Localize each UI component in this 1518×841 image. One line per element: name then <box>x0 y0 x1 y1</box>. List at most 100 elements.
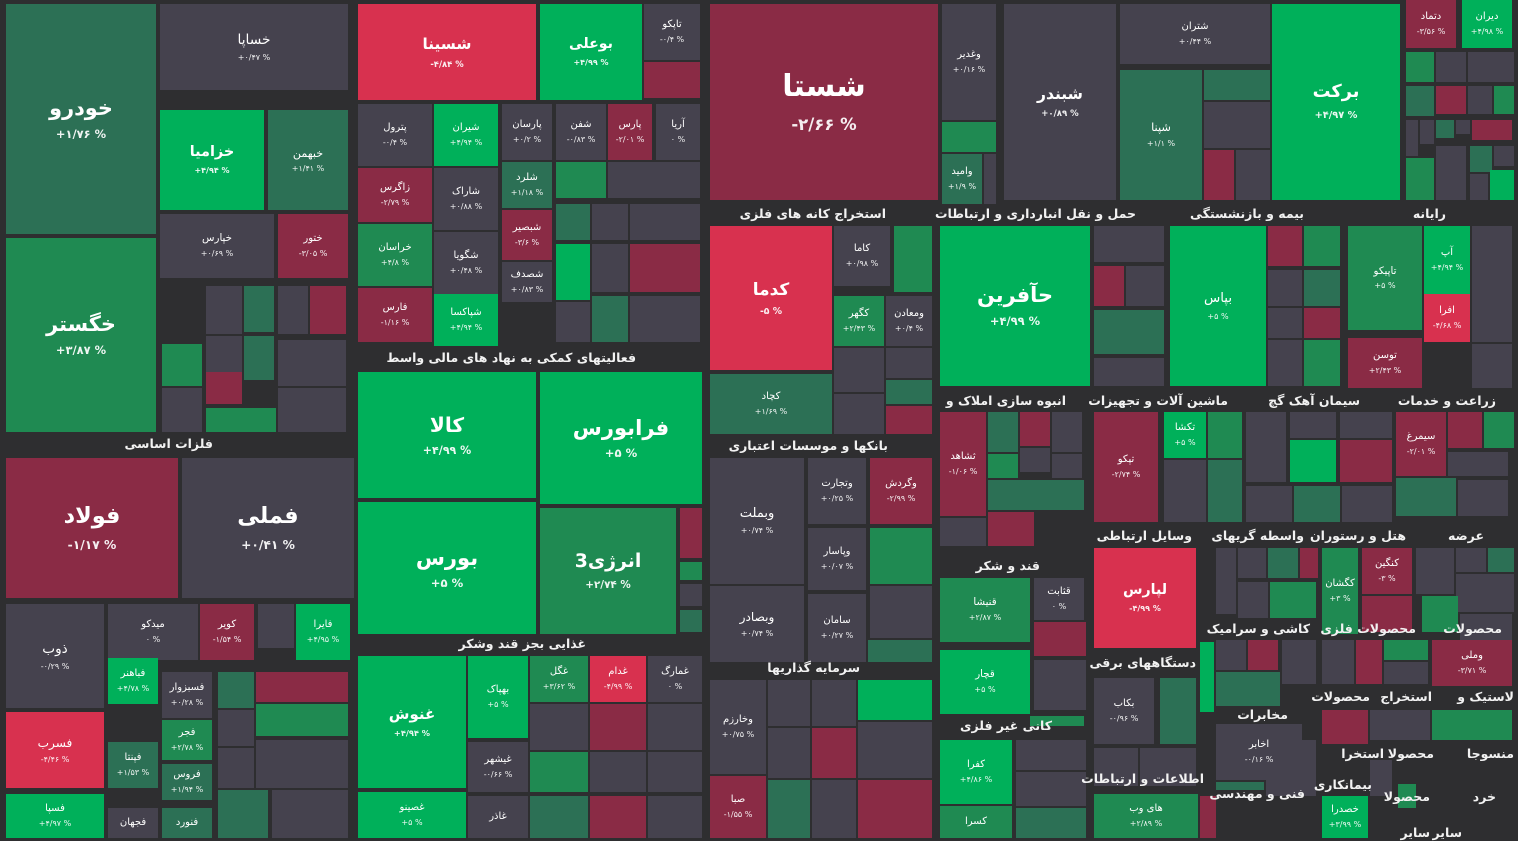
stock-tile[interactable]: فپنتا +۱/۵۳ % <box>108 742 158 788</box>
stock-tile[interactable]: وبملت +۰/۷۴ % <box>710 458 804 584</box>
heatmap-tile-unlabeled[interactable] <box>218 790 268 838</box>
stock-tile[interactable]: خراسان +۴/۸ % <box>358 224 432 286</box>
stock-tile[interactable]: خودرو +۱/۷۶ % <box>6 4 156 234</box>
heatmap-tile-unlabeled[interactable] <box>1164 460 1206 522</box>
heatmap-tile-unlabeled[interactable] <box>1436 86 1466 114</box>
heatmap-tile-unlabeled[interactable] <box>1472 226 1512 342</box>
heatmap-tile-unlabeled[interactable] <box>1052 454 1082 478</box>
heatmap-tile-unlabeled[interactable] <box>1094 358 1164 386</box>
stock-tile[interactable]: فرابورس +۵ % <box>540 372 702 504</box>
stock-tile[interactable]: غمارگ ۰ % <box>648 656 702 702</box>
heatmap-tile-unlabeled[interactable] <box>1456 548 1486 572</box>
heatmap-tile-unlabeled[interactable] <box>1432 710 1512 740</box>
heatmap-tile-unlabeled[interactable] <box>1094 310 1164 354</box>
stock-tile[interactable]: وملی -۳/۷۱ % <box>1432 640 1512 686</box>
heatmap-tile-unlabeled[interactable] <box>858 780 932 838</box>
heatmap-tile-unlabeled[interactable] <box>648 752 702 792</box>
heatmap-tile-unlabeled[interactable] <box>590 752 646 792</box>
heatmap-tile-unlabeled[interactable] <box>1208 412 1242 458</box>
heatmap-tile-unlabeled[interactable] <box>1322 640 1354 684</box>
heatmap-tile-unlabeled[interactable] <box>1468 52 1514 82</box>
stock-tile[interactable]: وتجارت +۰/۲۵ % <box>808 458 866 524</box>
stock-tile[interactable]: بکاب -۰/۹۶ % <box>1094 678 1154 744</box>
heatmap-tile-unlabeled[interactable] <box>556 244 590 300</box>
heatmap-tile-unlabeled[interactable] <box>1094 266 1124 306</box>
stock-tile[interactable]: قنیشا +۲/۸۷ % <box>940 578 1030 642</box>
stock-tile[interactable]: شلرد +۱/۱۸ % <box>502 162 552 208</box>
heatmap-tile-unlabeled[interactable] <box>272 790 348 838</box>
heatmap-tile-unlabeled[interactable] <box>1448 412 1482 448</box>
heatmap-tile-unlabeled[interactable] <box>1470 146 1492 172</box>
heatmap-tile-unlabeled[interactable] <box>1204 70 1270 100</box>
heatmap-tile-unlabeled[interactable] <box>1436 120 1454 138</box>
heatmap-tile-unlabeled[interactable] <box>592 204 628 240</box>
heatmap-tile-unlabeled[interactable] <box>1268 270 1302 306</box>
heatmap-tile-unlabeled[interactable] <box>592 244 628 292</box>
heatmap-tile-unlabeled[interactable] <box>1290 440 1336 482</box>
stock-tile[interactable]: کالا +۴/۹۹ % <box>358 372 536 498</box>
stock-tile[interactable]: صبا -۱/۵۵ % <box>710 776 766 838</box>
stock-tile[interactable]: قچار +۵ % <box>940 650 1030 714</box>
heatmap-tile-unlabeled[interactable] <box>680 584 702 606</box>
heatmap-tile-unlabeled[interactable] <box>1294 486 1340 522</box>
stock-tile[interactable]: بوعلی +۴/۹۹ % <box>540 4 642 100</box>
stock-tile[interactable]: کویر -۱/۵۴ % <box>200 604 254 660</box>
heatmap-tile-unlabeled[interactable] <box>1470 174 1488 200</box>
heatmap-tile-unlabeled[interactable] <box>988 454 1018 478</box>
heatmap-tile-unlabeled[interactable] <box>1140 748 1196 786</box>
heatmap-tile-unlabeled[interactable] <box>1362 596 1412 632</box>
heatmap-tile-unlabeled[interactable] <box>1160 678 1196 744</box>
heatmap-tile-unlabeled[interactable] <box>1030 716 1084 726</box>
heatmap-tile-unlabeled[interactable] <box>834 394 884 434</box>
stock-tile[interactable]: فنورد <box>162 808 212 838</box>
heatmap-tile-unlabeled[interactable] <box>1384 640 1428 660</box>
heatmap-tile-unlabeled[interactable] <box>608 162 700 198</box>
stock-tile[interactable]: شتران +۰/۴۴ % <box>1120 4 1270 64</box>
heatmap-tile-unlabeled[interactable] <box>886 406 932 434</box>
heatmap-tile-unlabeled[interactable] <box>988 412 1018 452</box>
stock-tile[interactable]: فارس -۱/۱۶ % <box>358 288 432 342</box>
heatmap-tile-unlabeled[interactable] <box>206 408 276 432</box>
stock-tile[interactable]: پترول -۰/۴ % <box>358 104 432 166</box>
heatmap-tile-unlabeled[interactable] <box>1384 662 1428 684</box>
stock-tile[interactable]: خساپا +۰/۴۷ % <box>160 4 348 90</box>
stock-tile[interactable]: های وب +۲/۸۹ % <box>1094 794 1198 838</box>
stock-tile[interactable]: شبندر +۰/۸۹ % <box>1004 4 1116 200</box>
heatmap-tile-unlabeled[interactable] <box>1052 412 1082 452</box>
heatmap-tile-unlabeled[interactable] <box>1398 784 1416 808</box>
stock-tile[interactable]: فایرا +۴/۹۵ % <box>296 604 350 660</box>
stock-tile[interactable]: فجهان <box>108 808 158 838</box>
stock-tile[interactable]: لپارس -۴/۹۹ % <box>1094 548 1196 648</box>
stock-tile[interactable]: خزامیا +۴/۹۴ % <box>160 110 264 210</box>
heatmap-tile-unlabeled[interactable] <box>1020 412 1050 446</box>
stock-tile[interactable]: اخابر -۰/۱۶ % <box>1216 724 1302 780</box>
stock-tile[interactable]: آپ +۴/۹۴ % <box>1424 226 1470 294</box>
stock-tile[interactable]: فملی +۰/۴۱ % <box>182 458 354 598</box>
stock-tile[interactable]: وامید +۱/۹ % <box>942 154 982 204</box>
heatmap-tile-unlabeled[interactable] <box>310 286 346 334</box>
heatmap-tile-unlabeled[interactable] <box>1268 340 1302 386</box>
stock-tile[interactable]: سیمرغ -۲/۰۱ % <box>1396 412 1446 476</box>
heatmap-tile-unlabeled[interactable] <box>1406 120 1418 156</box>
heatmap-tile-unlabeled[interactable] <box>278 388 346 432</box>
heatmap-tile-unlabeled[interactable] <box>1356 640 1382 684</box>
heatmap-tile-unlabeled[interactable] <box>256 740 348 788</box>
heatmap-tile-unlabeled[interactable] <box>1236 150 1270 200</box>
heatmap-tile-unlabeled[interactable] <box>630 244 700 292</box>
heatmap-tile-unlabeled[interactable] <box>988 512 1034 546</box>
heatmap-tile-unlabeled[interactable] <box>556 302 590 342</box>
heatmap-tile-unlabeled[interactable] <box>1460 614 1512 640</box>
heatmap-tile-unlabeled[interactable] <box>1016 740 1086 770</box>
stock-tile[interactable]: کاما +۰/۹۸ % <box>834 226 890 286</box>
heatmap-tile-unlabeled[interactable] <box>1370 760 1392 796</box>
stock-tile[interactable]: وبصادر +۰/۷۴ % <box>710 586 804 662</box>
heatmap-tile-unlabeled[interactable] <box>278 286 308 334</box>
heatmap-tile-unlabeled[interactable] <box>1094 226 1164 262</box>
heatmap-tile-unlabeled[interactable] <box>1304 270 1340 306</box>
heatmap-tile-unlabeled[interactable] <box>868 640 932 662</box>
heatmap-tile-unlabeled[interactable] <box>1436 146 1466 200</box>
heatmap-tile-unlabeled[interactable] <box>206 286 242 334</box>
stock-tile[interactable]: غگل +۳/۶۲ % <box>530 656 588 702</box>
heatmap-tile-unlabeled[interactable] <box>556 162 606 198</box>
heatmap-tile-unlabeled[interactable] <box>1304 308 1340 338</box>
